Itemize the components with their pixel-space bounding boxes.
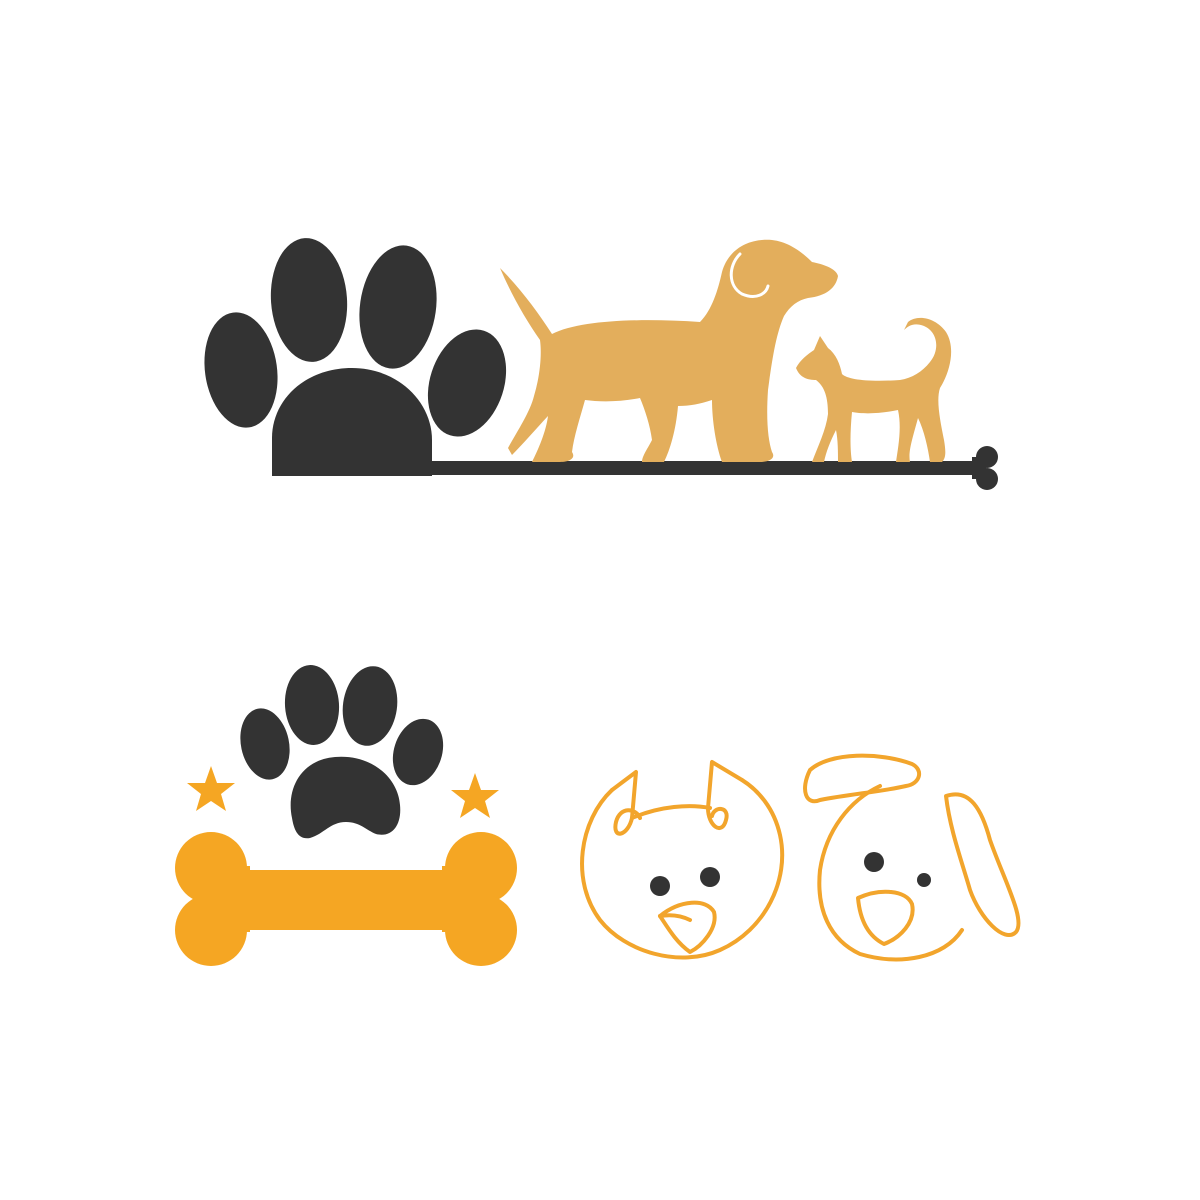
- paw-bone-stars-logo: [175, 665, 517, 966]
- dog-ear-outline: [729, 252, 770, 298]
- paw-toe-outer-right: [427, 329, 507, 437]
- star-icon: [187, 766, 235, 811]
- dog-silhouette-icon: [500, 239, 838, 462]
- cat-left-eye: [650, 876, 670, 896]
- dog-right-eye: [917, 873, 931, 887]
- paw-toe-inner-left: [270, 238, 348, 362]
- bone-end-icon: [972, 446, 998, 490]
- cat-silhouette-icon: [796, 317, 952, 462]
- dog-face-line-icon: [803, 753, 1021, 962]
- line-art-pet-faces-logo: [580, 753, 1021, 962]
- bone-line: [272, 446, 998, 490]
- eye-dots: [650, 852, 931, 896]
- ground-line: [272, 461, 982, 475]
- paw-toe-inner-right: [359, 245, 437, 369]
- cat-right-eye: [700, 867, 720, 887]
- paw-icon: [240, 665, 444, 839]
- paw-dog-cat-bone-line-logo: [204, 238, 998, 490]
- paw-toe-outer-left: [204, 312, 278, 428]
- paw-icon: [204, 238, 507, 476]
- star-icon: [451, 773, 499, 818]
- dog-left-eye: [864, 852, 884, 872]
- bone-icon: [175, 832, 517, 966]
- paw-main-pad: [272, 368, 432, 476]
- cat-face-line-icon: [580, 760, 785, 960]
